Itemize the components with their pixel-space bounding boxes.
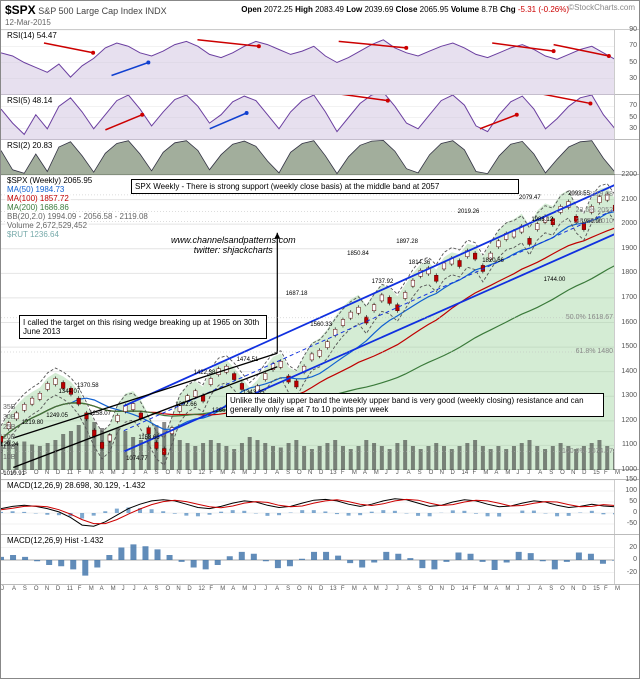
- close-val: 2065.95: [420, 5, 449, 14]
- annotation-box: Unlike the daily upper band the weekly u…: [226, 393, 604, 417]
- price-callout: 1737.92: [372, 279, 394, 285]
- fib-level: 23.6% 2052: [576, 207, 613, 214]
- y-axis: -50050100150: [614, 480, 639, 534]
- open-val: 2072.25: [264, 5, 293, 14]
- fib-level: 50.0% 1618.67: [566, 314, 613, 321]
- price-callout: 1988.12: [531, 217, 553, 223]
- price-callout: 1897.28: [396, 239, 418, 245]
- price-callout: 1820.66: [482, 258, 504, 264]
- panels: RSI(14) 54.4730507090RSI(5) 48.14305070R…: [1, 30, 639, 597]
- panel-label: RSI(14) 54.47: [5, 31, 59, 40]
- chg-val: -5.31 (-0.26%): [518, 5, 569, 14]
- fib-level: 38.2% 2010: [576, 218, 613, 225]
- price-callout: 1814.36: [409, 260, 431, 266]
- chart-date: 12-Mar-2015: [5, 18, 51, 27]
- fib-level: 100.0% 1074.77: [562, 448, 613, 455]
- annotation-box: I called the target on this rising wedge…: [19, 315, 267, 339]
- vol-val: 8.7B: [481, 5, 497, 14]
- price-callout: 1744.00: [544, 277, 566, 283]
- panel-label: RSI(5) 48.14: [5, 96, 54, 105]
- ohlc-row: Open 2072.25 High 2083.49 Low 2039.69 Cl…: [241, 5, 569, 14]
- price-callout: 1344.07: [59, 389, 81, 395]
- panel-label: MACD(12,26,9) Hist -1.432: [5, 536, 105, 545]
- price-callout: 1850.84: [347, 251, 369, 257]
- indicator-label: MA(100) 1857.72: [5, 194, 71, 203]
- fib-level: 61.8% 1480: [576, 348, 613, 355]
- indicator-label: MA(50) 1984.73: [5, 185, 66, 194]
- low-val: 2039.69: [364, 5, 393, 14]
- symbol-desc: S&P 500 Large Cap Index INDX: [38, 6, 166, 16]
- price-callout: 1074.77: [126, 456, 148, 462]
- watermark: www.channelsandpatterns.comtwitter: shja…: [171, 235, 296, 255]
- price-callout: 2019.26: [458, 209, 480, 215]
- price-callout: 1129.24: [0, 442, 18, 448]
- panel: MACD(12,26,9) 28.698, 30.129, -1.432 -500…: [1, 480, 639, 535]
- high-val: 2083.49: [315, 5, 344, 14]
- chart-root: $SPX S&P 500 Large Cap Index INDX 12-Mar…: [0, 0, 640, 679]
- price-callout: 1687.18: [286, 291, 308, 297]
- panel: RSI(5) 48.14 305070: [1, 95, 639, 140]
- price-callout: 2079.47: [519, 195, 541, 201]
- symbol: $SPX: [5, 3, 36, 17]
- credit: ©StockCharts.com: [568, 3, 635, 12]
- price-callout: 1474.51: [237, 357, 259, 363]
- price-callout: 1370.58: [77, 383, 99, 389]
- chart-header: $SPX S&P 500 Large Cap Index INDX 12-Mar…: [1, 1, 639, 30]
- y-axis: -20020: [614, 535, 639, 584]
- fib-level: 0.0% 2119.08: [570, 191, 613, 198]
- y-axis: 1000110012001300140015001600170018001900…: [614, 175, 639, 469]
- price-callout: 1422.38: [194, 370, 216, 376]
- panel-label: MACD(12,26,9) 28.698, 30.129, -1.432: [5, 481, 147, 490]
- panel: MACD(12,26,9) Hist -1.432 -20020: [1, 535, 639, 585]
- panel-label: $SPX (Weekly) 2065.95: [5, 176, 94, 185]
- annotation-box: SPX Weekly - There is strong support (we…: [131, 179, 519, 194]
- x-axis: JASOND11FMAMJJASOND12FMAMJJASOND13FMAMJJ…: [1, 470, 639, 480]
- price-callout: 1292.66: [175, 402, 197, 408]
- price-callout: 1258.07: [89, 411, 111, 417]
- y-axis: [614, 140, 639, 174]
- indicator-label: BB(20,2.0) 1994.09 - 2056.58 - 2119.08: [5, 212, 150, 221]
- indicator-label: $RUT 1236.64: [5, 230, 61, 239]
- indicator-label: Volume 2,672,529,452: [5, 221, 89, 230]
- panel: $SPX (Weekly) 2065.95 1000110012001300140…: [1, 175, 639, 470]
- panel-label: RSI(2) 20.83: [5, 141, 54, 150]
- y-axis: 305070: [614, 95, 639, 139]
- panel: RSI(14) 54.47 30507090: [1, 30, 639, 95]
- price-callout: 1158.66: [138, 435, 159, 441]
- panel: RSI(2) 20.83: [1, 140, 639, 175]
- y-axis: 30507090: [614, 30, 639, 94]
- price-callout: 1219.80: [22, 420, 44, 426]
- indicator-label: MA(200) 1686.86: [5, 203, 71, 212]
- price-callout: 1560.33: [310, 322, 332, 328]
- price-callout: 1249.05: [46, 413, 68, 419]
